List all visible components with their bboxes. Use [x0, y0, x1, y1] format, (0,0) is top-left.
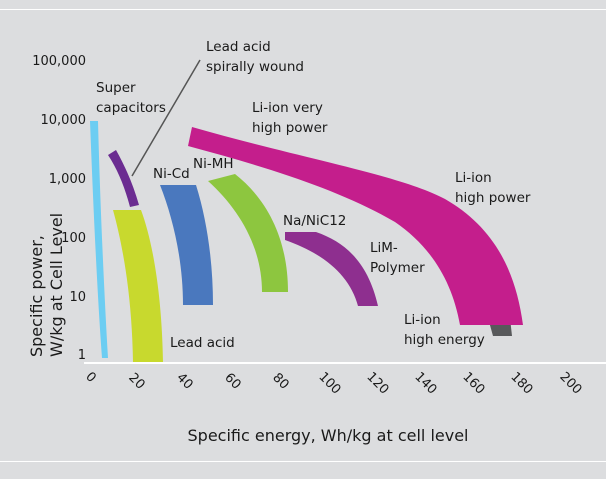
label-super: Super: [96, 80, 136, 96]
label-li-ion: Li-ion: [455, 170, 492, 186]
y-tick-labels: 1 10 100 1,000 10,000 100,000: [32, 54, 86, 363]
region-lead-acid: [113, 210, 163, 362]
label-ni-cd: Ni-Cd: [153, 166, 190, 182]
x-tick-label: 160: [459, 369, 487, 397]
y-tick-label: 100,000: [32, 54, 86, 69]
label-high-power: high power: [252, 120, 328, 136]
x-tick-label: 80: [269, 370, 291, 392]
x-tick-label: 20: [125, 370, 147, 392]
label-li-ion-very: Li-ion very: [252, 100, 323, 116]
leader-line: [131, 59, 201, 177]
x-tick-label: 180: [507, 369, 535, 397]
x-tick-label: 140: [411, 369, 439, 397]
region-labels: Super capacitors Lead acid spirally woun…: [96, 39, 531, 351]
x-tick-label: 120: [363, 369, 391, 397]
label-high-energy: high energy: [404, 332, 485, 348]
label-na-nicl: Na/NiC12: [283, 213, 346, 229]
label-capacitors: capacitors: [96, 100, 166, 116]
y-axis-title-line2: W/kg at Cell Level: [47, 213, 66, 357]
x-tick-label: 100: [315, 369, 343, 397]
region-lead-acid-spirally-wound: [108, 150, 139, 207]
label-polymer: Polymer: [370, 260, 425, 276]
y-tick-label: 1: [78, 348, 86, 363]
y-tick-label: 10: [69, 290, 86, 305]
top-rule: [0, 9, 606, 10]
region-ni-cd: [160, 185, 213, 305]
label-lim: LiM-: [370, 240, 398, 256]
x-tick-labels: 0 20 40 60 80 100 120 140 160 180 200: [82, 369, 584, 397]
y-axis-title-line1: Specific power,: [27, 235, 46, 357]
region-ni-mh: [208, 174, 288, 292]
x-tick-label: 0: [82, 369, 98, 385]
label-ni-mh: Ni-MH: [193, 156, 234, 172]
label-lead-acid-sw-1: Lead acid: [206, 39, 271, 55]
label-lead-acid: Lead acid: [170, 335, 235, 351]
label-li-ion-high-power: high power: [455, 190, 531, 206]
x-axis-title: Specific energy, Wh/kg at cell level: [188, 426, 469, 445]
x-tick-label: 40: [173, 370, 195, 392]
y-tick-label: 1,000: [49, 172, 86, 187]
y-tick-label: 10,000: [41, 113, 87, 128]
x-tick-label: 60: [221, 370, 243, 392]
label-li-ion-2: Li-ion: [404, 312, 441, 328]
region-na-nicl: [285, 232, 378, 306]
x-tick-label: 200: [556, 369, 584, 397]
region-li-ion-power: [188, 127, 523, 325]
y-tick-label: 100: [61, 231, 86, 246]
region-super-capacitors: [90, 121, 108, 358]
label-lead-acid-sw-2: spirally wound: [206, 59, 304, 75]
bottom-rule: [0, 461, 606, 462]
